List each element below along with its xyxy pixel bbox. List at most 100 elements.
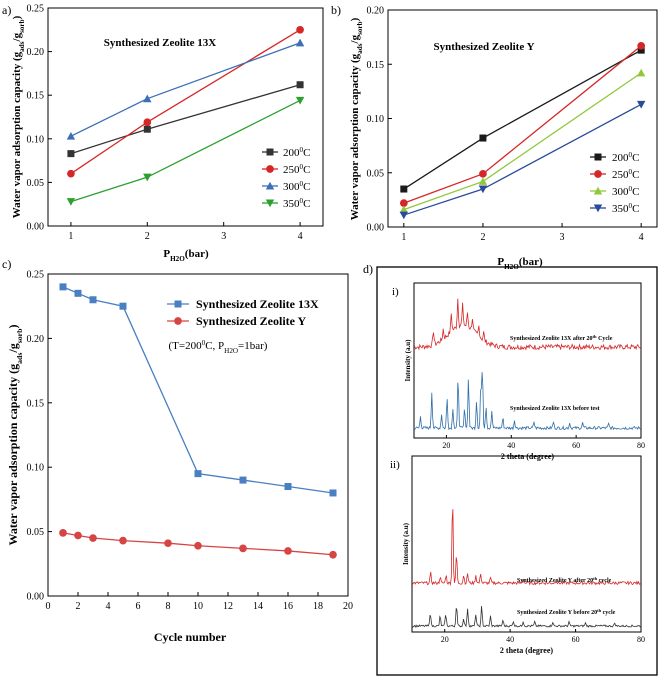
data-point	[89, 534, 97, 542]
x-tick-label: 8	[166, 601, 171, 612]
x-tick-label: 0	[46, 601, 51, 612]
x-axis-label-part: H2O	[170, 255, 185, 263]
legend-label-part: 0	[629, 151, 633, 159]
annotation-part: 0	[202, 339, 206, 347]
xrd-trace-label: Synthesized Zeolite 13X after 20th Cycle	[510, 334, 613, 343]
annotation-part: (T=200	[169, 340, 203, 352]
y-tick-label: 0.05	[367, 168, 385, 179]
x-tick-label: 40	[506, 635, 514, 644]
xrd-trace-label: Synthesized Zeolite Y before 20th cycle	[517, 608, 616, 617]
y-tick-label: 0.05	[27, 178, 45, 189]
y-axis-label-part: sorb	[15, 328, 24, 343]
x-tick-label: 60	[572, 635, 580, 644]
legend-label-part: 0	[629, 168, 633, 176]
x-tick-label: 4	[639, 232, 644, 243]
legend-marker	[266, 165, 274, 173]
data-point	[637, 46, 645, 54]
x-tick-label: 1	[401, 232, 406, 243]
data-point	[637, 41, 646, 50]
xrd-trace-y-before	[411, 605, 642, 628]
panel-c: 0 2 4 6 8 10 12 14 16 18 20 0.00 0.05 0.10 0.15 0.20 0.2…	[2, 257, 353, 644]
legend-label: Synthesized Zeolite 13X	[196, 297, 319, 311]
legend-marker	[266, 148, 274, 156]
data-point	[399, 211, 409, 220]
data-point	[295, 38, 305, 47]
panel-label: b)	[331, 3, 341, 17]
xrd-trace-13x-before	[413, 372, 642, 431]
y-axis-label-part: /g	[349, 34, 361, 44]
y-axis-label-part: )	[6, 325, 20, 329]
data-point	[478, 177, 488, 185]
y-axis-label-part: )	[11, 15, 23, 19]
legend-label-part: 200	[283, 147, 300, 159]
y-tick-label: 0.10	[27, 134, 45, 145]
legend-label: 3000C	[283, 180, 310, 193]
legend-label-part: C	[303, 147, 310, 159]
panel-d-border	[376, 266, 658, 676]
y-axis-label-part: sorb	[356, 21, 364, 35]
y-axis-label-part: /g	[11, 32, 23, 42]
subpanel-label: ii)	[390, 459, 400, 471]
x-axis-label-part: (bar)	[185, 248, 209, 260]
x-axis-label: PH2O(bar)	[497, 256, 543, 271]
xrd-trace-label-tail: cycle	[597, 578, 611, 584]
data-point	[636, 100, 646, 109]
legend-label-part: C	[303, 181, 310, 193]
y-tick-label: 0.10	[367, 114, 385, 125]
panel-d: d) 20 40 60 80 2 theta (degree) Intensity (a.u…	[363, 262, 658, 676]
y-tick-label: 0.15	[27, 398, 45, 409]
x-tick-label: 4	[106, 601, 111, 612]
plot-frame	[413, 282, 642, 439]
legend-label-part: C	[632, 169, 639, 181]
x-tick-label: 6	[136, 601, 141, 612]
x-axis-label: 2 theta (degree)	[500, 646, 554, 655]
xrd-trace-label: Synthesized Zeolite 13X before test	[510, 406, 600, 412]
x-tick-label: 40	[507, 441, 515, 450]
y-tick-label: 0.00	[27, 222, 45, 233]
y-tick-label: 0.10	[27, 463, 45, 474]
y-axis-label: Water vapor adsorption capacity (gads/gs…	[11, 15, 26, 218]
xrd-trace-label-sup: th	[597, 608, 601, 613]
data-point	[194, 541, 202, 550]
y-axis-label-part: /g	[6, 343, 20, 353]
data-point	[74, 289, 82, 297]
x-tick-label: 2	[76, 601, 81, 612]
y-axis-label-part: ads	[18, 41, 26, 52]
xrd-trace-label: Synthesized Zeolite Y after 20th cycle	[517, 576, 612, 585]
data-point	[66, 198, 76, 206]
legend-label-part: 250	[612, 169, 629, 181]
x-tick-label: 80	[637, 441, 645, 450]
xrd-trace-label-sup: th	[593, 576, 597, 581]
x-tick-label: 14	[253, 601, 263, 612]
x-tick-label: 18	[313, 601, 323, 612]
y-axis-label: Intensity (a.u)	[402, 522, 410, 565]
x-tick-label: 4	[298, 231, 303, 242]
y-axis-label-part: Water vapor adsorption capacity (g	[349, 53, 361, 220]
plot-frame	[411, 455, 642, 633]
legend-label-part: 300	[612, 186, 629, 198]
legend-marker	[593, 204, 603, 213]
panel-label: a)	[2, 3, 11, 17]
y-tick-label: 0.25	[27, 270, 45, 281]
data-point	[194, 470, 202, 478]
x-tick-label: 20	[441, 635, 449, 644]
y-axis-label-part: ads	[15, 353, 24, 364]
data-point	[59, 529, 67, 537]
y-axis-label: Water vapor adsorption capacity (gads/gs…	[349, 17, 364, 220]
data-point	[479, 169, 487, 178]
y-axis-label: Water vapor adsorption capacity (gads/gs…	[6, 325, 24, 546]
legend-label-part: 0	[300, 163, 304, 171]
legend-label: 2000C	[283, 146, 310, 159]
x-tick-label: 1	[68, 231, 73, 242]
legend-label: 2000C	[612, 151, 639, 164]
legend-label: 3000C	[612, 185, 639, 198]
legend-label-part: 350	[283, 198, 300, 210]
data-point	[59, 283, 67, 291]
chart-title: Synthesized Zeolite Y	[433, 41, 534, 53]
data-point	[119, 536, 127, 545]
y-tick-label: 0.20	[367, 6, 385, 17]
data-point	[143, 173, 152, 182]
xrd-subpanel-0: 20 40 60 802 theta (degree)Intensity (a.u)i…	[392, 282, 645, 461]
legend-label-part: 0	[629, 185, 633, 193]
legend-label-part: 250	[283, 164, 300, 176]
